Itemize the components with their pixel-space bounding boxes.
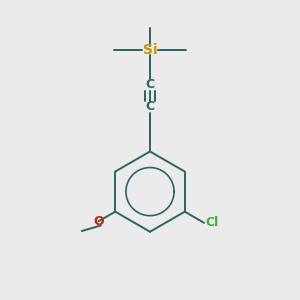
Text: C: C bbox=[146, 100, 154, 113]
Text: C: C bbox=[146, 78, 154, 91]
Text: O: O bbox=[93, 215, 104, 228]
Text: Cl: Cl bbox=[206, 216, 219, 229]
Text: Si: Si bbox=[143, 44, 157, 57]
